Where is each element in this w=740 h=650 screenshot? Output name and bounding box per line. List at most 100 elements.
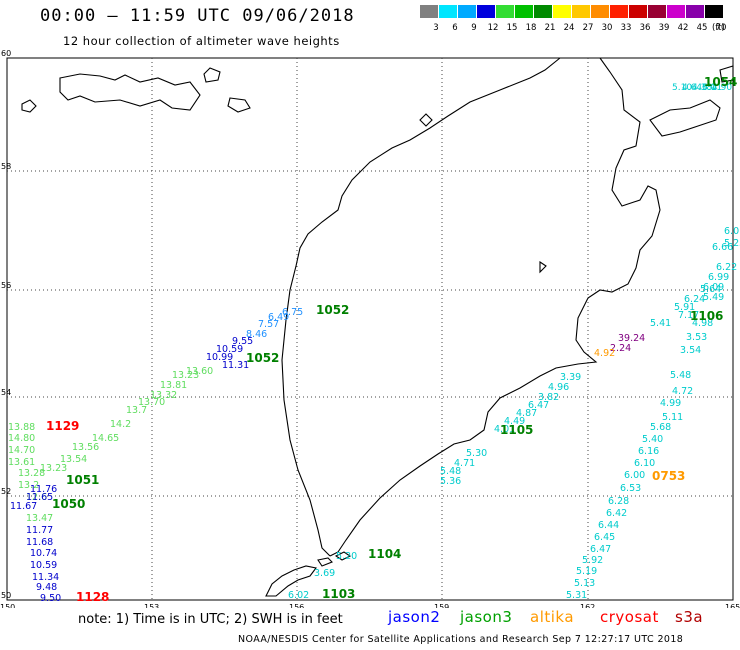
wave-height-value: 4.64 — [682, 83, 702, 93]
legend-swatch — [629, 5, 647, 18]
legend-label: 42 — [677, 23, 689, 33]
wave-height-value: 5.11 — [702, 83, 722, 93]
wave-height-value: 11.65 — [26, 492, 53, 503]
legend-swatch — [667, 5, 685, 18]
pass-time-label: 1128 — [76, 590, 109, 604]
wave-height-value: 6.49 — [268, 312, 289, 323]
wave-height-value: 8.46 — [246, 329, 267, 340]
legend-label: 15 — [506, 23, 518, 33]
wave-height-value: 13.88 — [8, 422, 35, 433]
wave-height-value: 5.92 — [582, 555, 603, 566]
wave-height-value: 5.48 — [670, 370, 691, 381]
legend-swatch — [458, 5, 476, 18]
wave-height-value: 4.72 — [672, 386, 693, 397]
wave-height-value: 6.00 — [624, 470, 645, 481]
wave-height-value: 13.56 — [72, 442, 99, 453]
wave-height-value: 12.6 — [26, 492, 47, 503]
wave-height-value: 5.11 — [662, 412, 683, 423]
latitude-tick-label: 60 — [1, 49, 11, 58]
pass-time-labels: 1052 1052 1129 1051 1050 1128 1105 1104 1103 1106… — [46, 75, 737, 604]
wave-height-value: 13.23 — [172, 370, 199, 381]
pass-time-label: 1106 — [690, 309, 723, 323]
wave-height-value: 13.81 — [160, 380, 187, 391]
legend-swatch — [477, 5, 495, 18]
wave-height-value: 9.55 — [232, 336, 253, 347]
wave-height-value: 6.45 — [594, 532, 615, 543]
longitude-tick-label: 156 — [289, 603, 304, 608]
satellite-altika: altika — [530, 608, 575, 626]
legend-label: 39 — [658, 23, 670, 33]
wave-height-value: 4.38 — [692, 83, 712, 93]
legend-swatch — [686, 5, 704, 18]
wave-height-value: 4.90 — [712, 83, 732, 93]
wave-height-value: 5.49 — [703, 292, 724, 303]
pass-time-label: 1052 — [316, 303, 349, 317]
page-title: 00:00 – 11:59 UTC 09/06/2018 — [40, 6, 355, 26]
latitude-tick-label: 50 — [1, 591, 11, 600]
legend-unit: (ft) — [712, 23, 725, 33]
wave-height-value: 13.60 — [186, 366, 213, 377]
wave-height-value: 4.49 — [504, 416, 525, 427]
wave-height-value: 6.42 — [606, 508, 627, 519]
wave-height-value: 5.20 — [336, 551, 357, 562]
pass-time-label: 1051 — [66, 473, 99, 487]
legend-label: 9 — [471, 23, 477, 33]
note-text: note: 1) Time is in UTC; 2) SWH is in fe… — [78, 612, 343, 627]
wave-height-value: 11.34 — [32, 572, 59, 583]
longitude-tick-label: 153 — [144, 603, 159, 608]
wave-height-value: 5.48 — [440, 466, 461, 477]
wave-height-value: 6.02 — [288, 590, 309, 601]
longitude-tick-label: 159 — [434, 603, 449, 608]
legend-label: 21 — [544, 23, 556, 33]
legend-label: 70 — [715, 23, 727, 33]
wave-height-value: 6.99 — [708, 272, 729, 283]
wave-height-value: 6.24 — [684, 294, 705, 305]
legend-swatch — [572, 5, 590, 18]
wave-height-value: 6.47 — [590, 544, 611, 555]
wave-height-value: 5.19 — [576, 566, 597, 577]
wave-height-value: 6.0 — [702, 83, 717, 93]
wave-height-value: 5.25 — [724, 238, 740, 249]
satellite-s3a: s3a — [675, 608, 704, 626]
legend-label: 24 — [563, 23, 575, 33]
wave-height-value: 5.64 — [700, 284, 721, 295]
legend-label: 45 — [696, 23, 708, 33]
pass-time-label: 1054 — [704, 75, 737, 89]
latitude-labels: 60 58 56 54 52 50 — [1, 49, 11, 600]
wave-height-value: 3.82 — [538, 392, 559, 403]
wave-height-value: 11.77 — [26, 525, 53, 536]
wave-height-value: 13.70 — [138, 397, 165, 408]
pass-time-label: 1129 — [46, 419, 79, 433]
wave-height-value: 11.67 — [10, 501, 37, 512]
wave-height-value: 10.59 — [216, 344, 243, 355]
wave-height-value: 6.75 — [282, 307, 303, 318]
legend-swatch — [553, 5, 571, 18]
wave-height-value: 14.2 — [110, 419, 131, 430]
wave-height-value: 4.98 — [692, 318, 713, 329]
pass-time-label: 0753 — [652, 469, 685, 483]
longitude-labels: 150 153 156 159 162 165 — [0, 603, 740, 608]
wave-height-value: 5.30 — [466, 448, 487, 459]
longitude-tick-label: 150 — [0, 603, 15, 608]
legend-swatch — [515, 5, 533, 18]
legend-label: 12 — [487, 23, 499, 33]
legend-swatch — [705, 5, 723, 18]
satellite-cryosat: cryosat — [600, 608, 659, 626]
legend-swatch — [610, 5, 628, 18]
map-grid — [7, 58, 733, 600]
wave-height-value: 4.71 — [454, 458, 475, 469]
wave-height-value: 11.76 — [30, 484, 57, 495]
wave-height-value: 13.61 — [8, 457, 35, 468]
wave-height-value: 14.65 — [92, 433, 119, 444]
latitude-tick-label: 56 — [1, 281, 11, 290]
latitude-tick-label: 52 — [1, 487, 11, 496]
wave-height-value: 6.16 — [638, 446, 659, 457]
legend-label: 36 — [639, 23, 651, 33]
wave-height-value: 5.40 — [642, 434, 663, 445]
satellite-jason2: jason2 — [388, 608, 441, 626]
latitude-tick-label: 58 — [1, 162, 11, 171]
wave-height-value: 5.91 — [674, 302, 695, 313]
wave-height-value: 6.44 — [598, 520, 619, 531]
wave-height-value: 7.57 — [258, 319, 279, 330]
